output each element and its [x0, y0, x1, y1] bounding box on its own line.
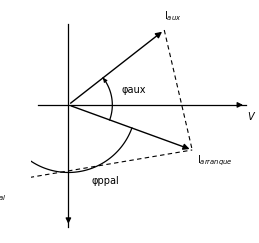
Text: φppal: φppal — [91, 175, 119, 186]
Text: I$_{arranque}$: I$_{arranque}$ — [197, 153, 233, 168]
Text: φaux: φaux — [122, 85, 146, 95]
Text: I$_{aux}$: I$_{aux}$ — [164, 9, 181, 23]
Text: I$_{ppal}$: I$_{ppal}$ — [0, 190, 6, 204]
Text: V: V — [247, 112, 254, 122]
